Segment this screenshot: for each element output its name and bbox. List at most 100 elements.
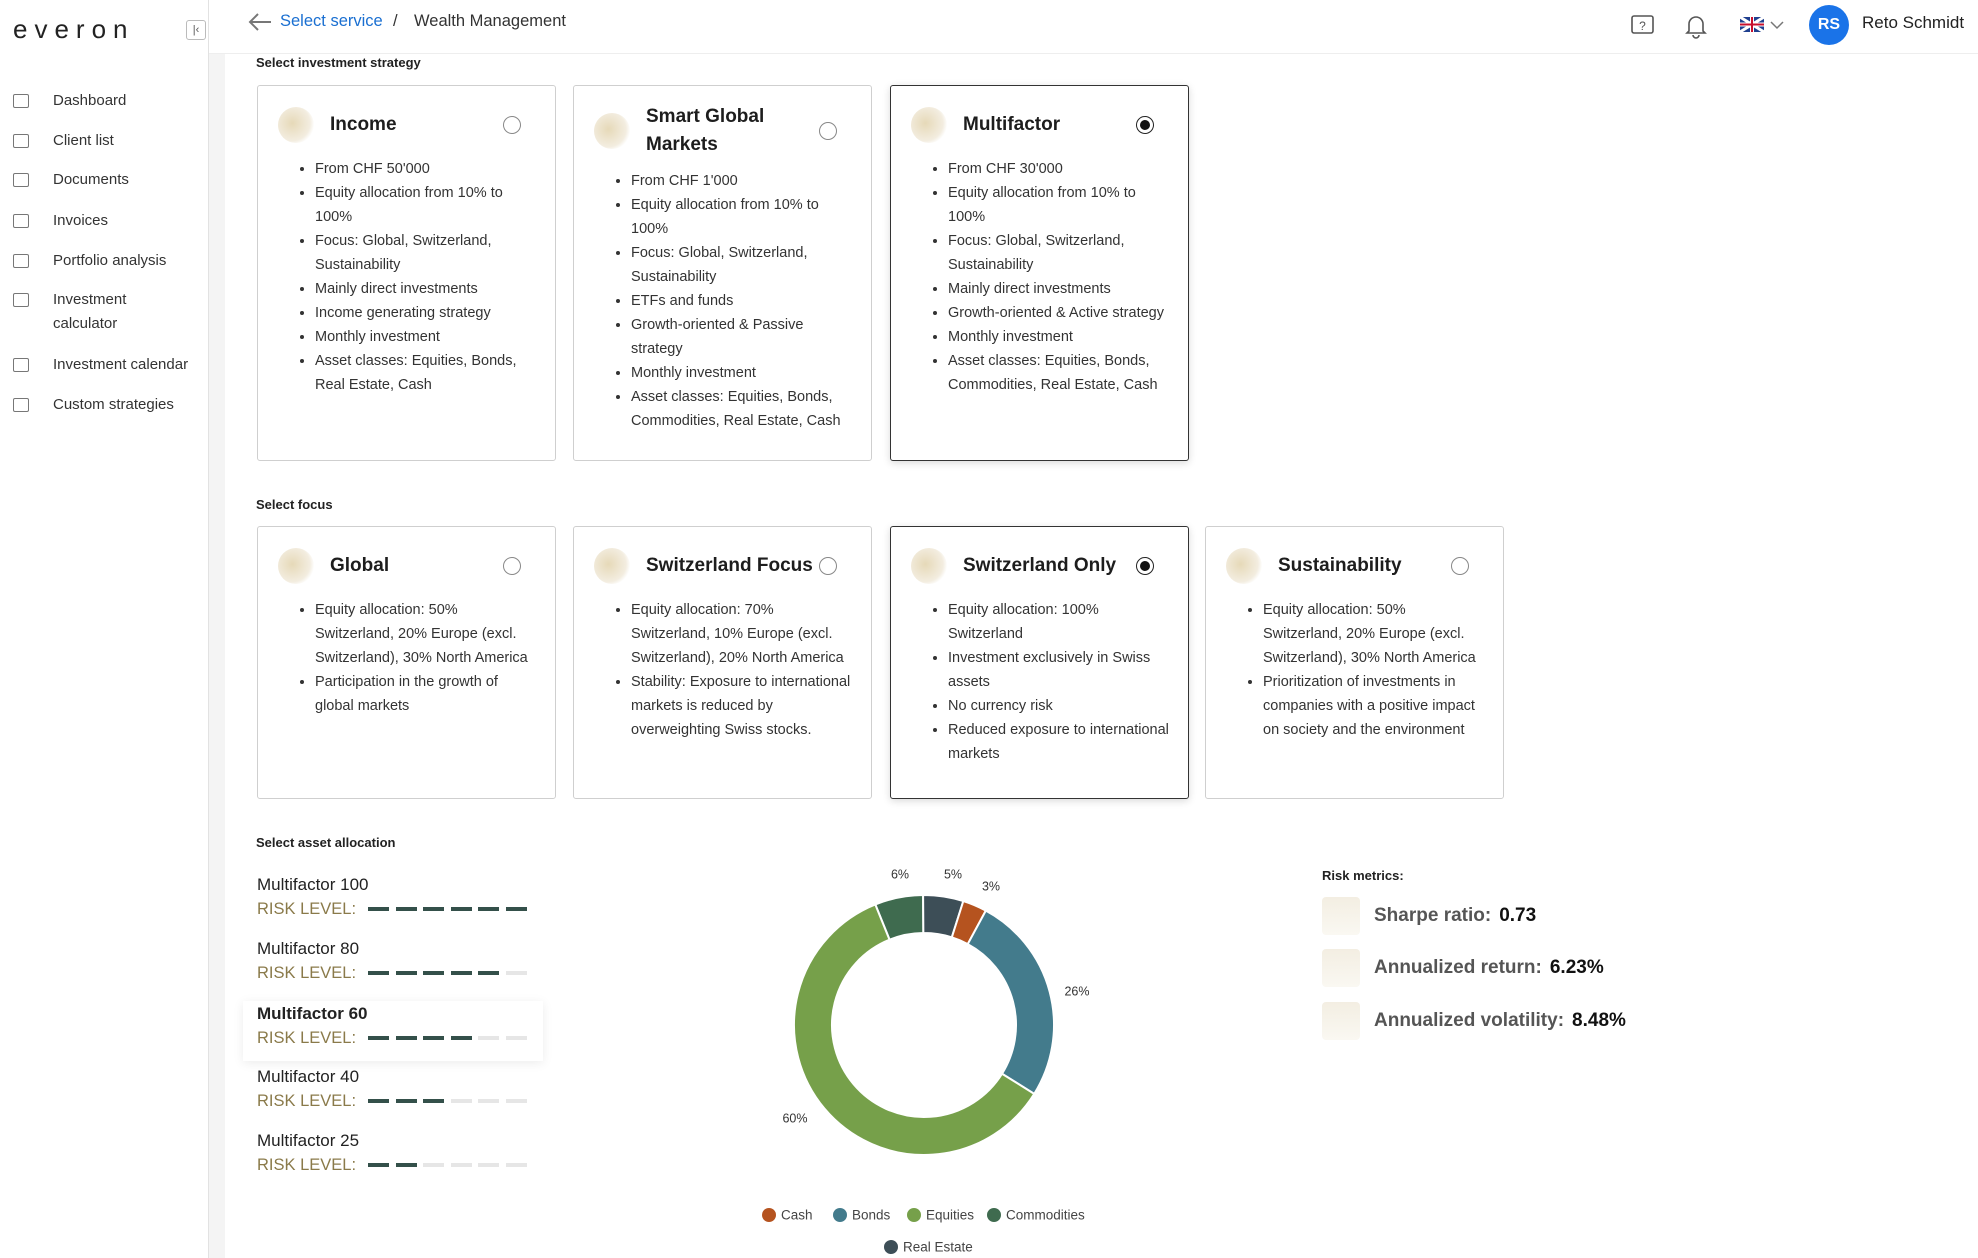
nav-item[interactable]: Portfolio analysis — [53, 252, 167, 269]
option-card[interactable]: Switzerland Only Equity allocation: 100% … — [890, 526, 1189, 799]
card-title: Income — [330, 114, 397, 135]
nav-item[interactable]: Dashboard — [53, 92, 127, 109]
logo[interactable]: everon — [13, 14, 135, 44]
radio-button[interactable] — [819, 557, 837, 575]
nav-item[interactable]: Investment calendar — [53, 356, 189, 373]
card-header: Smart Global Markets — [594, 103, 855, 159]
risk-label: RISK LEVEL: — [257, 1092, 357, 1110]
option-card[interactable]: Sustainability Equity allocation: 50% Swi… — [1205, 526, 1504, 799]
breadcrumb-link[interactable]: Select service — [280, 12, 383, 30]
section-heading: Select asset allocation — [256, 835, 396, 850]
nav-item[interactable]: Custom strategies — [53, 396, 174, 413]
bullet: Growth-oriented & Active strategy — [948, 301, 1172, 325]
nav-icon — [13, 358, 29, 372]
allocation-option[interactable]: Multifactor 40 RISK LEVEL: — [243, 1064, 543, 1124]
risk-metrics-heading: Risk metrics: — [1322, 868, 1404, 883]
back-arrow[interactable] — [245, 10, 275, 34]
bullet: Equity allocation: 50% Switzerland, 20% … — [1263, 598, 1487, 670]
nav-item[interactable]: Investment calculator — [53, 291, 127, 332]
header: Select service / Wealth Management ? RS … — [209, 0, 1978, 54]
radio-button[interactable] — [1136, 557, 1154, 575]
radio-button[interactable] — [503, 557, 521, 575]
notifications-icon[interactable] — [1683, 12, 1709, 40]
bullet: No currency risk — [948, 694, 1172, 718]
risk-segment — [505, 971, 527, 975]
bullet: From CHF 1'000 — [631, 169, 855, 193]
risk-segment — [450, 1163, 472, 1167]
metric-icon — [1322, 897, 1360, 935]
risk-segment — [505, 907, 527, 911]
metric-value: 6.23% — [1549, 957, 1604, 978]
card-bullets: From CHF 30'000Equity allocation from 10… — [911, 157, 1172, 397]
collapse-button[interactable]: |‹ — [186, 20, 206, 40]
card-bullets: Equity allocation: 70% Switzerland, 10% … — [594, 598, 855, 742]
bullet: Equity allocation from 10% to 100% — [315, 181, 539, 229]
card-title: Multifactor — [963, 114, 1061, 135]
risk-level: RISK LEVEL: — [257, 1027, 543, 1049]
allocation-option[interactable]: Multifactor 60 RISK LEVEL: — [243, 1001, 543, 1061]
risk-segment — [450, 1036, 472, 1040]
risk-segment — [505, 1163, 527, 1167]
bullet: From CHF 50'000 — [315, 157, 539, 181]
risk-segment — [423, 1099, 445, 1103]
risk-segment — [478, 971, 500, 975]
avatar[interactable]: RS — [1809, 5, 1849, 45]
risk-segment — [395, 1099, 417, 1103]
bullet: Equity allocation: 70% Switzerland, 10% … — [631, 598, 855, 670]
allocation-option[interactable]: Multifactor 25 RISK LEVEL: — [243, 1128, 543, 1188]
risk-segment — [478, 907, 500, 911]
nav-item[interactable]: Client list — [53, 132, 114, 149]
language-select[interactable] — [1739, 15, 1791, 35]
option-card[interactable]: Global Equity allocation: 50% Switzerland… — [257, 526, 556, 799]
risk-segment — [423, 1036, 445, 1040]
card-bullets: Equity allocation: 100% SwitzerlandInves… — [911, 598, 1172, 766]
risk-segment — [395, 907, 417, 911]
nav-icon — [13, 134, 29, 148]
option-card[interactable]: Smart Global Markets From CHF 1'000Equity… — [573, 85, 872, 461]
risk-level: RISK LEVEL: — [257, 898, 543, 920]
card-header: Switzerland Only — [911, 544, 1172, 588]
card-title: Switzerland Only — [963, 555, 1117, 576]
option-name: Multifactor 100 — [257, 875, 369, 894]
bullet: Monthly investment — [948, 325, 1172, 349]
bullet: Income generating strategy — [315, 301, 539, 325]
sidebar: everon |‹ Dashboard Client list Documents I… — [0, 0, 209, 1258]
card-header: Global — [278, 544, 539, 588]
risk-segment — [368, 1099, 390, 1103]
bullet: Monthly investment — [315, 325, 539, 349]
bullet: ETFs and funds — [631, 289, 855, 313]
bullet: Monthly investment — [631, 361, 855, 385]
metric-icon — [1322, 1002, 1360, 1040]
user-name[interactable]: Reto Schmidt — [1862, 13, 1965, 32]
option-card[interactable]: Multifactor From CHF 30'000Equity allocat… — [890, 85, 1189, 461]
card-icon — [1226, 548, 1262, 584]
card-icon — [911, 548, 947, 584]
card-bullets: From CHF 1'000Equity allocation from 10%… — [594, 169, 855, 433]
allocation-option[interactable]: Multifactor 80 RISK LEVEL: — [243, 936, 543, 996]
risk-segment — [423, 1163, 445, 1167]
risk-segment — [450, 971, 472, 975]
allocation-option[interactable]: Multifactor 100 RISK LEVEL: — [243, 872, 543, 932]
nav-icon — [13, 254, 29, 268]
card-title: Smart Global Markets — [646, 106, 765, 155]
bullet: Asset classes: Equities, Bonds, Commodit… — [631, 385, 855, 433]
section-heading: Select investment strategy — [256, 55, 421, 70]
bullet: Stability: Exposure to international mar… — [631, 670, 855, 742]
bullet: From CHF 30'000 — [948, 157, 1172, 181]
risk-segment — [478, 1099, 500, 1103]
nav-icon — [13, 293, 29, 307]
option-card[interactable]: Switzerland Focus Equity allocation: 70% … — [573, 526, 872, 799]
nav-item[interactable]: Invoices — [53, 212, 109, 229]
radio-button[interactable] — [819, 122, 837, 140]
option-card[interactable]: Income From CHF 50'000Equity allocation f… — [257, 85, 556, 461]
breadcrumb-current: Wealth Management — [414, 12, 566, 30]
radio-button[interactable] — [1136, 116, 1154, 134]
help-icon[interactable]: ? — [1630, 13, 1656, 39]
risk-label: RISK LEVEL: — [257, 1156, 357, 1174]
bullet: Asset classes: Equities, Bonds, Commodit… — [948, 349, 1172, 397]
nav-icon — [13, 214, 29, 228]
risk-label: RISK LEVEL: — [257, 964, 357, 982]
nav-item[interactable]: Documents — [53, 171, 129, 188]
radio-button[interactable] — [1451, 557, 1469, 575]
radio-button[interactable] — [503, 116, 521, 134]
